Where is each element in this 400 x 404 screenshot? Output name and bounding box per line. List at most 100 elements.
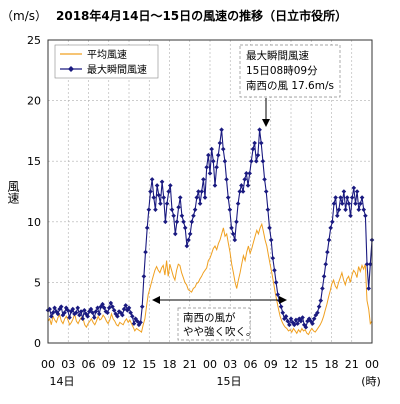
data-point	[227, 207, 233, 212]
x-unit-label: (時)	[361, 375, 381, 388]
data-point	[250, 146, 256, 152]
data-point	[189, 219, 195, 225]
data-point	[146, 207, 152, 212]
data-point	[166, 189, 171, 194]
data-point	[225, 195, 231, 200]
data-point	[303, 324, 309, 330]
data-point	[270, 255, 276, 261]
period-arrowhead-right	[279, 296, 287, 304]
data-point	[206, 152, 211, 158]
legend-marker	[68, 66, 74, 72]
period-callout-text: 南西の風が	[183, 311, 236, 324]
data-point	[247, 171, 252, 176]
data-point	[288, 316, 294, 322]
data-point	[194, 195, 200, 200]
data-point	[287, 322, 292, 328]
data-point	[222, 158, 228, 164]
data-point	[328, 225, 333, 231]
data-point	[318, 298, 324, 303]
x-tick-label: 03	[223, 358, 237, 371]
data-point	[363, 213, 368, 219]
x-tick-label: 12	[284, 358, 298, 371]
data-point	[80, 316, 86, 322]
data-point	[138, 320, 143, 325]
data-point	[199, 189, 205, 194]
data-point	[55, 311, 61, 317]
data-point	[235, 201, 241, 206]
x-tick-label: 18	[163, 358, 177, 371]
data-point	[184, 243, 190, 249]
data-point	[134, 318, 140, 324]
data-point	[52, 305, 57, 311]
data-point	[349, 195, 355, 200]
data-point	[330, 219, 335, 225]
data-point	[325, 249, 330, 255]
data-point	[171, 213, 176, 219]
data-point	[159, 179, 165, 185]
data-point	[77, 312, 82, 318]
period-arrowhead-left	[152, 296, 160, 304]
data-point	[242, 177, 248, 182]
data-point	[366, 286, 371, 291]
data-point	[201, 177, 206, 182]
data-point	[93, 309, 99, 314]
data-point	[334, 213, 340, 219]
data-point	[144, 225, 150, 231]
x-tick-label: 09	[264, 358, 278, 371]
data-point	[326, 237, 332, 243]
data-point	[258, 140, 264, 146]
data-point	[272, 267, 277, 273]
data-point	[75, 305, 81, 311]
data-point	[120, 312, 125, 318]
data-point	[308, 318, 314, 324]
data-point	[115, 314, 120, 319]
data-point	[215, 152, 221, 158]
data-point	[300, 315, 305, 320]
data-point	[292, 322, 297, 328]
data-point	[168, 183, 173, 188]
x-tick-label: 18	[325, 358, 339, 371]
data-point	[315, 310, 320, 315]
data-point	[249, 158, 254, 164]
y-tick-label: 0	[34, 337, 41, 350]
x-tick-label: 00	[203, 358, 217, 371]
data-point	[164, 201, 170, 206]
data-point	[181, 219, 186, 225]
x-tick-label: 21	[345, 358, 359, 371]
data-point	[126, 305, 132, 311]
data-point	[333, 195, 338, 200]
series-line-average	[47, 222, 373, 336]
data-point	[90, 310, 95, 315]
data-point	[58, 304, 64, 309]
data-point	[361, 207, 367, 212]
data-point	[336, 207, 342, 212]
data-point	[219, 127, 224, 132]
data-point	[139, 304, 145, 309]
data-point	[68, 309, 74, 314]
data-point	[346, 201, 352, 206]
chart-title: 2018年4月14日～15日の風速の推移（日立市役所）	[56, 8, 347, 23]
data-point	[212, 183, 218, 188]
data-point	[143, 249, 148, 255]
data-point	[257, 127, 262, 132]
data-point	[96, 311, 102, 317]
legend-label: 最大瞬間風速	[87, 63, 147, 76]
data-point	[70, 306, 76, 312]
data-point	[113, 311, 119, 317]
data-point	[220, 146, 226, 152]
y-tick-label: 10	[27, 216, 41, 229]
data-point	[295, 321, 300, 326]
data-point	[321, 274, 327, 279]
data-point	[156, 192, 162, 198]
data-point	[285, 318, 290, 324]
data-point	[283, 314, 289, 319]
x-tick-label: 03	[61, 358, 75, 371]
data-point	[273, 280, 279, 285]
data-point	[207, 171, 213, 176]
x-tick-label: 06	[82, 358, 96, 371]
data-point	[217, 140, 223, 146]
x-tick-label: 12	[122, 358, 136, 371]
data-point	[298, 318, 304, 324]
